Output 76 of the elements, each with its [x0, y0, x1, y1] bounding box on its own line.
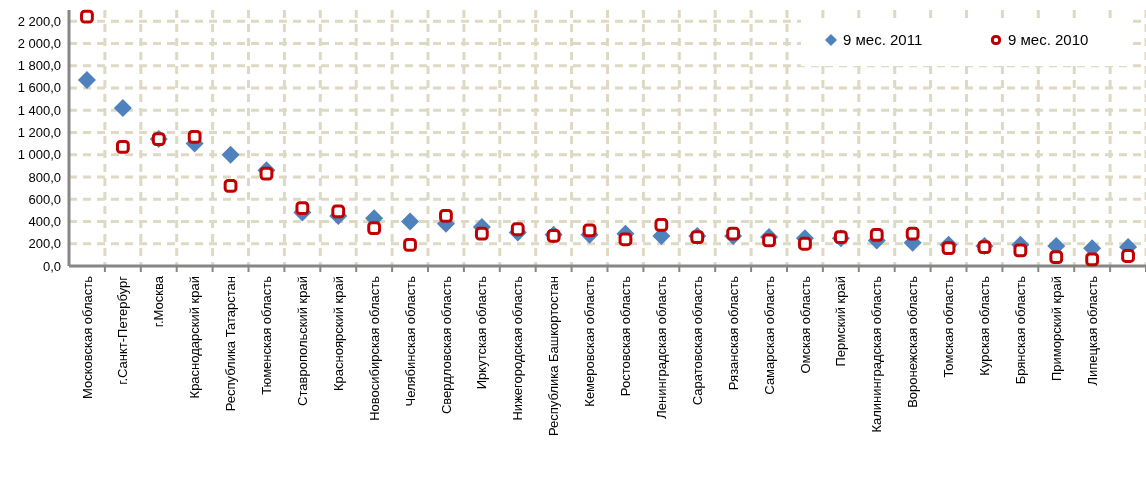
x-tick-label: Тюменская область	[259, 275, 274, 395]
x-tick-label: г.Москва	[151, 275, 167, 328]
point	[726, 226, 741, 241]
x-tick-label: Калининградская область	[869, 275, 885, 433]
x-tick-label: Саратовская область	[689, 275, 705, 406]
point	[331, 204, 346, 219]
y-tick-label: 1 000,0	[17, 147, 61, 163]
point	[403, 237, 417, 252]
point	[618, 232, 633, 247]
point	[223, 178, 238, 193]
point	[1085, 252, 1100, 267]
point	[762, 233, 776, 248]
y-tick-label: 1 400,0	[17, 102, 61, 118]
point	[295, 201, 310, 216]
y-tick-label: 400,0	[28, 214, 61, 230]
point	[510, 222, 525, 237]
point	[115, 140, 130, 154]
x-tick-label: Омская область	[797, 275, 813, 374]
point	[546, 229, 561, 243]
point	[474, 226, 489, 241]
x-tick-label: Ставропольский край	[294, 276, 310, 406]
point	[80, 9, 94, 24]
point	[941, 241, 956, 256]
x-tick-label: Кемеровская область	[582, 275, 598, 407]
x-tick-label: Иркутская область	[474, 275, 490, 390]
point	[77, 71, 96, 90]
x-tick-label: Краснодарский край	[187, 276, 203, 399]
x-tick-label: Приморский край	[1048, 276, 1064, 381]
y-tick-label: 200,0	[28, 236, 61, 252]
point	[833, 230, 848, 244]
x-tick-label: Московская область	[79, 275, 95, 400]
x-tick-label: Нижегородская область	[510, 275, 526, 421]
y-tick-label: 2 000,0	[17, 35, 61, 51]
point	[798, 236, 812, 251]
point	[367, 221, 382, 236]
x-tick-label: Красноярский край	[330, 276, 346, 391]
x-tick-label: Курская область	[977, 275, 992, 376]
point	[582, 223, 597, 238]
point	[977, 240, 992, 254]
x-tick-label: Самарская область	[761, 275, 777, 395]
x-tick-label: Ростовская область	[618, 275, 633, 397]
point	[187, 129, 202, 144]
x-tick-label: Воронежская область	[905, 275, 921, 408]
x-tick-label: Брянская область	[1012, 275, 1028, 385]
legend-label: 9 мес. 2010	[1008, 31, 1089, 49]
legend-label: 9 мес. 2011	[843, 31, 923, 49]
x-tick-label: Рязанская область	[725, 275, 741, 391]
y-tick-label: 2 200,0	[17, 13, 61, 29]
point	[259, 166, 274, 181]
x-tick-label: Республика Башкортостан	[546, 276, 562, 436]
point	[1049, 250, 1064, 264]
point	[869, 227, 884, 242]
point	[690, 230, 705, 244]
y-tick-label: 1 800,0	[17, 58, 61, 74]
x-tick-label: Республика Татарстан	[223, 276, 239, 412]
y-tick-label: 800,0	[28, 169, 61, 185]
point	[401, 212, 420, 231]
point	[113, 98, 132, 117]
point	[654, 217, 669, 232]
point	[1121, 249, 1135, 263]
point	[221, 145, 240, 164]
y-tick-label: 600,0	[28, 191, 61, 207]
y-tick-label: 0,0	[42, 258, 61, 274]
x-tick-label: Новосибирская область	[366, 275, 382, 421]
point	[1013, 243, 1028, 258]
x-tick-label: Челябинская область	[402, 275, 418, 407]
x-tick-label: Пермский край	[833, 276, 849, 367]
x-tick-label: Свердловская область	[438, 275, 454, 415]
point	[905, 226, 920, 241]
x-tick-label: Ленинградская область	[653, 275, 669, 419]
x-tick-label: г.Санкт-Петербург	[115, 275, 131, 385]
point	[439, 209, 453, 223]
x-tick-label: Томская область	[941, 275, 957, 378]
x-tick-label: Липецкая область	[1084, 275, 1100, 386]
y-tick-label: 1 200,0	[17, 124, 61, 140]
y-tick-label: 1 600,0	[17, 80, 61, 96]
